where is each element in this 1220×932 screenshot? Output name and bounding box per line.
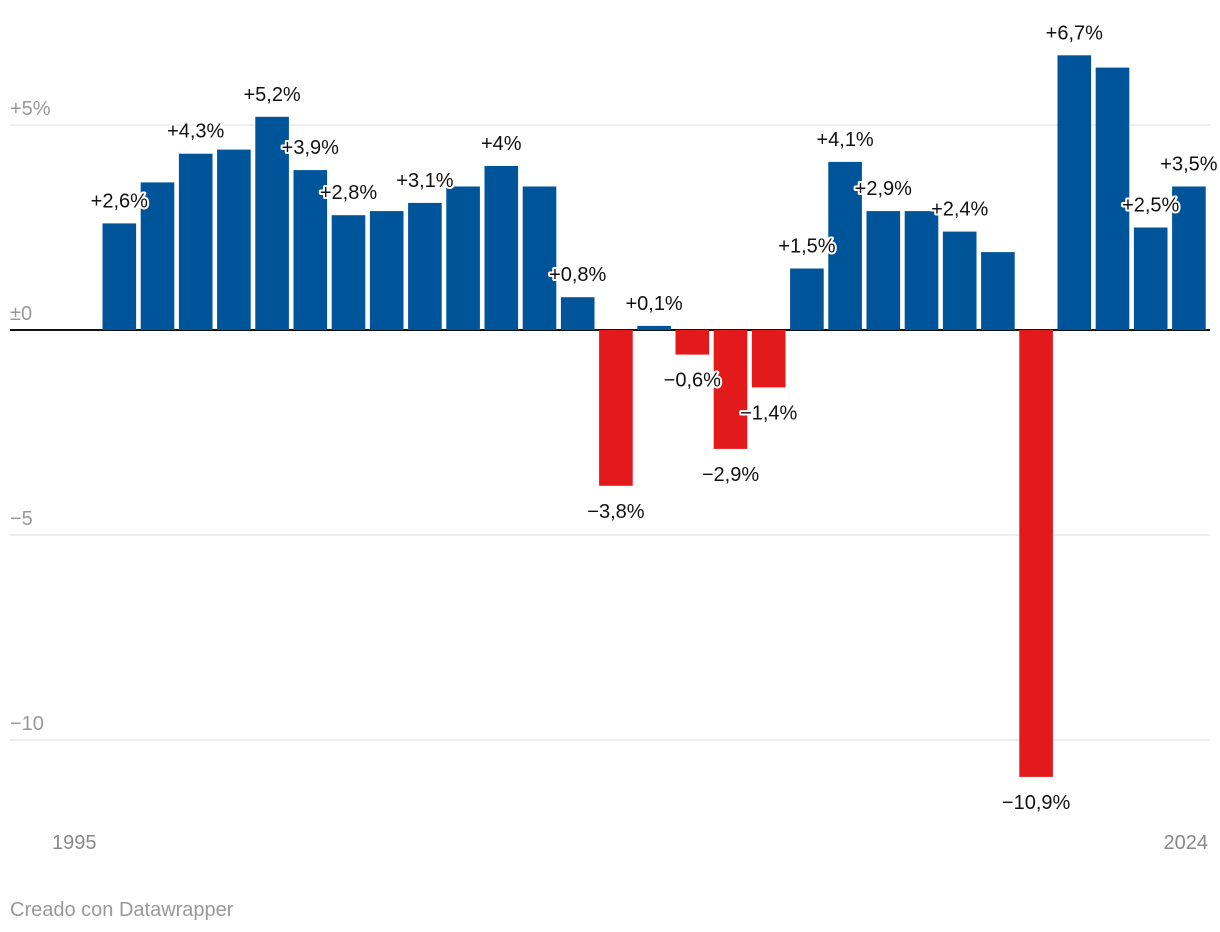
data-label: +0,1% [625, 293, 682, 315]
y-tick-label: −10 [10, 713, 44, 735]
data-label: +4,3% [167, 121, 224, 143]
bar [1019, 330, 1053, 777]
bar [217, 149, 251, 330]
data-label: +2,9% [855, 178, 912, 200]
bar [1172, 186, 1206, 330]
data-label: +3,1% [396, 170, 453, 192]
y-tick-label: +5% [10, 98, 51, 120]
data-label: +2,8% [320, 182, 377, 204]
y-tick-label: ±0 [10, 303, 32, 325]
bar [369, 211, 404, 330]
data-label: +4% [481, 133, 522, 155]
bar [599, 330, 633, 486]
bar [446, 186, 480, 330]
bar [675, 330, 710, 355]
x-tick-label: 1995 [52, 832, 97, 854]
bar [751, 330, 786, 388]
data-label: −3,8% [587, 501, 644, 523]
y-tick-label: −5 [10, 508, 33, 530]
data-label: +2,4% [931, 199, 988, 221]
bar [1095, 67, 1130, 330]
data-label: −1,4% [740, 402, 797, 424]
bar [560, 297, 595, 330]
data-label: +2,6% [91, 190, 148, 212]
bar [713, 330, 748, 449]
data-label: +2,5% [1122, 195, 1179, 217]
data-label: +3,9% [282, 137, 339, 159]
bar [828, 161, 862, 330]
bar [522, 186, 557, 330]
bar [942, 231, 977, 330]
bar [140, 182, 175, 330]
bar [178, 153, 213, 330]
bar [484, 166, 519, 330]
data-label: +0,8% [549, 264, 606, 286]
data-label: +3,5% [1160, 154, 1217, 176]
bar [255, 116, 289, 330]
bar [904, 211, 939, 330]
data-label: +6,7% [1046, 22, 1103, 44]
bar [1133, 227, 1168, 330]
bar [790, 268, 824, 330]
data-label: −0,6% [664, 370, 721, 392]
data-label: −2,9% [702, 464, 759, 486]
bar [866, 211, 901, 330]
bar [637, 325, 671, 330]
data-label: +1,5% [778, 236, 835, 258]
bar [293, 170, 328, 330]
data-label: +4,1% [816, 129, 873, 151]
data-label: −10,9% [1002, 792, 1071, 814]
data-label: +5,2% [243, 84, 300, 106]
bar [102, 223, 137, 330]
x-tick-label: 2024 [1164, 832, 1209, 854]
bar [1057, 55, 1092, 331]
bar [331, 215, 366, 330]
bar [408, 202, 442, 330]
bar [981, 252, 1015, 330]
footer: Creado con Datawrapper [10, 899, 234, 921]
